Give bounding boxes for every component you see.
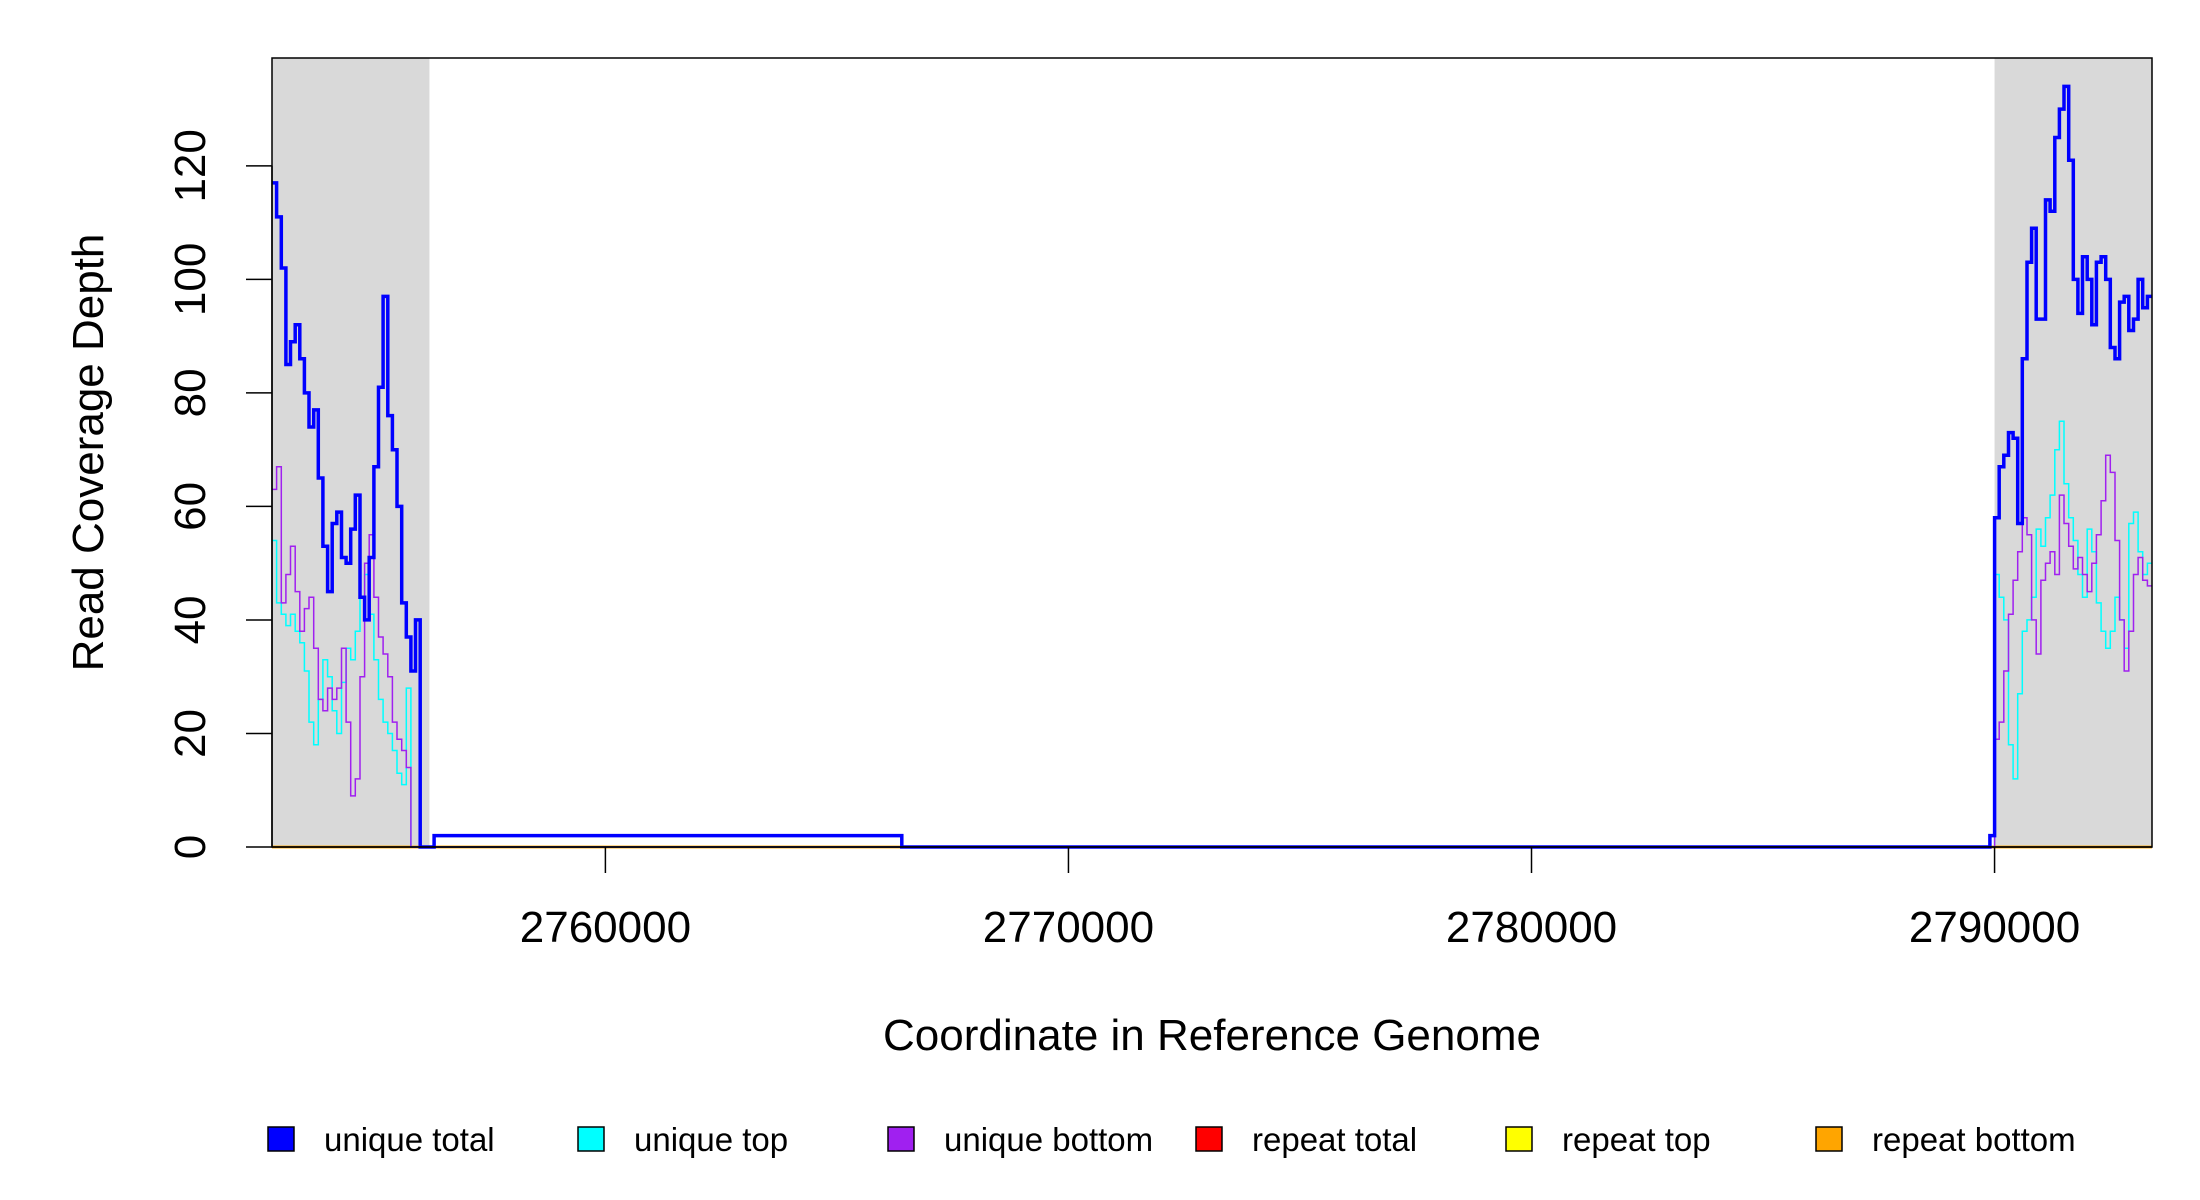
y-tick-label: 40 (166, 595, 215, 644)
y-tick-label: 120 (166, 129, 215, 202)
x-tick-label: 2780000 (1446, 903, 1617, 952)
legend-label: repeat top (1562, 1121, 1711, 1158)
legend-swatch (577, 1126, 605, 1152)
shaded-region-0 (272, 58, 430, 847)
y-tick-label: 80 (166, 368, 215, 417)
y-axis-title: Read Coverage Depth (64, 234, 113, 672)
legend: unique total unique top unique bottom repea… (267, 1121, 2076, 1158)
y-tick-label: 60 (166, 482, 215, 531)
legend-item-repeat-top: repeat top (1505, 1121, 1711, 1158)
y-axis: 0 20 40 60 80 100 120 (166, 129, 273, 859)
legend-item-unique-bottom: unique bottom (887, 1121, 1153, 1158)
legend-item-unique-top: unique top (577, 1121, 788, 1158)
legend-item-repeat-total: repeat total (1195, 1121, 1417, 1158)
y-tick-label: 0 (166, 835, 215, 859)
series-line-unique-top (272, 420, 2152, 848)
series-lines (272, 84, 2152, 849)
legend-swatch (267, 1126, 295, 1152)
shaded-regions (272, 58, 2152, 847)
legend-item-unique-total: unique total (267, 1121, 495, 1158)
series-line-unique-total (272, 84, 2152, 849)
legend-label: unique total (324, 1121, 495, 1158)
legend-swatch (887, 1126, 915, 1152)
legend-label: unique top (634, 1121, 788, 1158)
legend-label: repeat bottom (1872, 1121, 2076, 1158)
y-tick-label: 100 (166, 243, 215, 316)
legend-swatch (1195, 1126, 1223, 1152)
y-tick-label: 20 (166, 709, 215, 758)
x-axis: 2760000 2770000 2780000 2790000 (272, 846, 2152, 952)
series-line-unique-bottom (272, 454, 2152, 848)
x-tick-label: 2770000 (983, 903, 1154, 952)
x-tick-label: 2760000 (520, 903, 691, 952)
x-tick-label: 2790000 (1909, 903, 2080, 952)
legend-swatch (1815, 1126, 1843, 1152)
legend-item-repeat-bottom: repeat bottom (1815, 1121, 2076, 1158)
x-axis-title: Coordinate in Reference Genome (883, 1011, 1541, 1060)
legend-label: unique bottom (944, 1121, 1153, 1158)
legend-label: repeat total (1252, 1121, 1417, 1158)
legend-swatch (1505, 1126, 1533, 1152)
plot-frame (271, 57, 2153, 848)
